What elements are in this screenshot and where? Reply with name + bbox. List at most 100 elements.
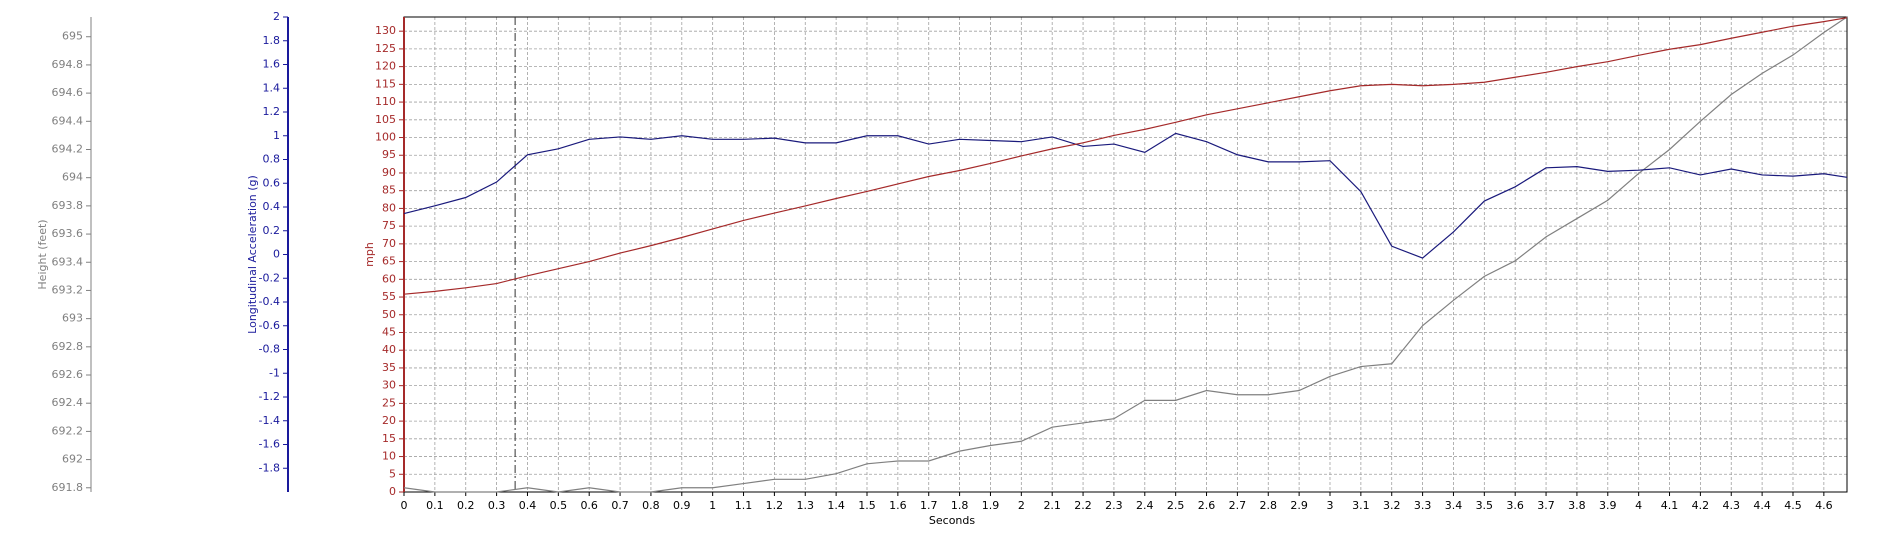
y-tick-label: 125 xyxy=(375,42,396,55)
x-tick-label: 3.9 xyxy=(1599,499,1617,512)
y-tick-label: -0.6 xyxy=(259,319,280,332)
y-tick-label: 694.8 xyxy=(52,58,84,71)
x-tick-label: 2.7 xyxy=(1229,499,1247,512)
y-tick-label: 90 xyxy=(382,166,396,179)
y-tick-label: 130 xyxy=(375,24,396,37)
x-tick-label: 4.4 xyxy=(1753,499,1771,512)
y-tick-label: 70 xyxy=(382,237,396,250)
y-tick-label: 65 xyxy=(382,255,396,268)
y-tick-label: 100 xyxy=(375,131,396,144)
y-tick-label: 1.6 xyxy=(263,58,281,71)
y-tick-label: 692 xyxy=(62,453,83,466)
y-tick-label: 10 xyxy=(382,450,396,463)
y-tick-label: 0.4 xyxy=(263,200,281,213)
y-tick-label: -0.4 xyxy=(259,295,280,308)
series-line xyxy=(403,132,1848,259)
y-tick-label: 45 xyxy=(382,325,396,338)
y-tick-label: 693.6 xyxy=(52,227,84,240)
x-tick-label: 2.4 xyxy=(1136,499,1154,512)
y-tick-label: 35 xyxy=(382,361,396,374)
y-tick-label: 75 xyxy=(382,219,396,232)
y-tick-label: 30 xyxy=(382,379,396,392)
x-tick-label: 1.3 xyxy=(797,499,815,512)
y-tick-label: 1 xyxy=(273,129,280,142)
y-tick-label: 695 xyxy=(62,30,83,43)
x-tick-label: 2.2 xyxy=(1074,499,1092,512)
y-tick-label: 40 xyxy=(382,343,396,356)
y-tick-label: -1.6 xyxy=(259,438,280,451)
x-tick-label: 3.4 xyxy=(1445,499,1463,512)
y-tick-label: 85 xyxy=(382,184,396,197)
y-tick-label: 105 xyxy=(375,113,396,126)
y-axis-title: Height (feet) xyxy=(36,219,49,289)
x-tick-label: 4.1 xyxy=(1661,499,1679,512)
x-tick-label: 3 xyxy=(1326,499,1333,512)
x-tick-label: 1.6 xyxy=(889,499,907,512)
x-tick-label: 2 xyxy=(1018,499,1025,512)
y-tick-label: 0.6 xyxy=(263,176,281,189)
x-tick-label: 0.2 xyxy=(457,499,475,512)
x-tick-label: 3.5 xyxy=(1476,499,1494,512)
y-tick-label: -1.2 xyxy=(259,390,280,403)
y-tick-label: 20 xyxy=(382,414,396,427)
x-tick-label: 1.1 xyxy=(735,499,753,512)
y-tick-label: 1.2 xyxy=(263,105,281,118)
y-tick-label: 694 xyxy=(62,171,83,184)
x-tick-label: 0.5 xyxy=(550,499,568,512)
y-tick-label: 60 xyxy=(382,272,396,285)
y-tick-label: 80 xyxy=(382,201,396,214)
y-tick-label: 693.2 xyxy=(52,283,84,296)
y-tick-label: 15 xyxy=(382,432,396,445)
x-tick-label: 0.6 xyxy=(580,499,598,512)
y-tick-label: 5 xyxy=(389,467,396,480)
y-tick-label: 692.2 xyxy=(52,424,84,437)
y-tick-label: 691.8 xyxy=(52,481,84,494)
y-axis-title: Longitudinal Acceleration (g) xyxy=(246,175,259,334)
x-tick-label: 0.9 xyxy=(673,499,691,512)
x-tick-label: 3.2 xyxy=(1383,499,1401,512)
y-tick-label: 55 xyxy=(382,290,396,303)
y-tick-label: 694.6 xyxy=(52,86,84,99)
x-tick-label: 1.8 xyxy=(951,499,969,512)
y-tick-label: 0.8 xyxy=(263,153,281,166)
x-tick-label: 3.3 xyxy=(1414,499,1432,512)
x-tick-label: 2.1 xyxy=(1043,499,1061,512)
y-tick-label: 692.6 xyxy=(52,368,84,381)
x-tick-label: 1.9 xyxy=(982,499,1000,512)
y-tick-label: -1.4 xyxy=(259,414,280,427)
x-tick-label: 0.4 xyxy=(519,499,537,512)
x-tick-label: 1 xyxy=(709,499,716,512)
y-tick-label: 694.2 xyxy=(52,142,84,155)
y-axis-title: mph xyxy=(363,242,376,267)
x-tick-label: 4.2 xyxy=(1692,499,1710,512)
y-tick-label: 692.4 xyxy=(52,396,84,409)
x-tick-label: 0.8 xyxy=(642,499,660,512)
y-tick-label: 50 xyxy=(382,308,396,321)
x-tick-label: 4.5 xyxy=(1784,499,1802,512)
x-tick-label: 4 xyxy=(1635,499,1642,512)
x-axis-title: Seconds xyxy=(929,514,975,527)
y-tick-label: 0 xyxy=(273,248,280,261)
x-tick-label: 1.4 xyxy=(827,499,845,512)
y-tick-label: -1.8 xyxy=(259,461,280,474)
x-tick-label: 3.6 xyxy=(1506,499,1524,512)
x-tick-label: 0 xyxy=(401,499,408,512)
x-tick-label: 2.8 xyxy=(1260,499,1278,512)
x-tick-label: 1.5 xyxy=(858,499,876,512)
y-tick-label: 694.4 xyxy=(52,114,84,127)
y-tick-label: 25 xyxy=(382,396,396,409)
y-tick-label: 693.8 xyxy=(52,199,84,212)
y-tick-label: 95 xyxy=(382,148,396,161)
y-tick-label: -1 xyxy=(269,366,280,379)
x-tick-label: 2.3 xyxy=(1105,499,1123,512)
y-tick-label: 0 xyxy=(389,485,396,498)
x-tick-label: 0.3 xyxy=(488,499,506,512)
x-tick-label: 3.7 xyxy=(1537,499,1555,512)
y-tick-label: 1.8 xyxy=(263,34,281,47)
y-tick-label: 110 xyxy=(375,95,396,108)
x-tick-label: 0.1 xyxy=(426,499,444,512)
y-tick-label: -0.2 xyxy=(259,271,280,284)
y-tick-label: 0.2 xyxy=(263,224,281,237)
x-tick-label: 1.2 xyxy=(766,499,784,512)
